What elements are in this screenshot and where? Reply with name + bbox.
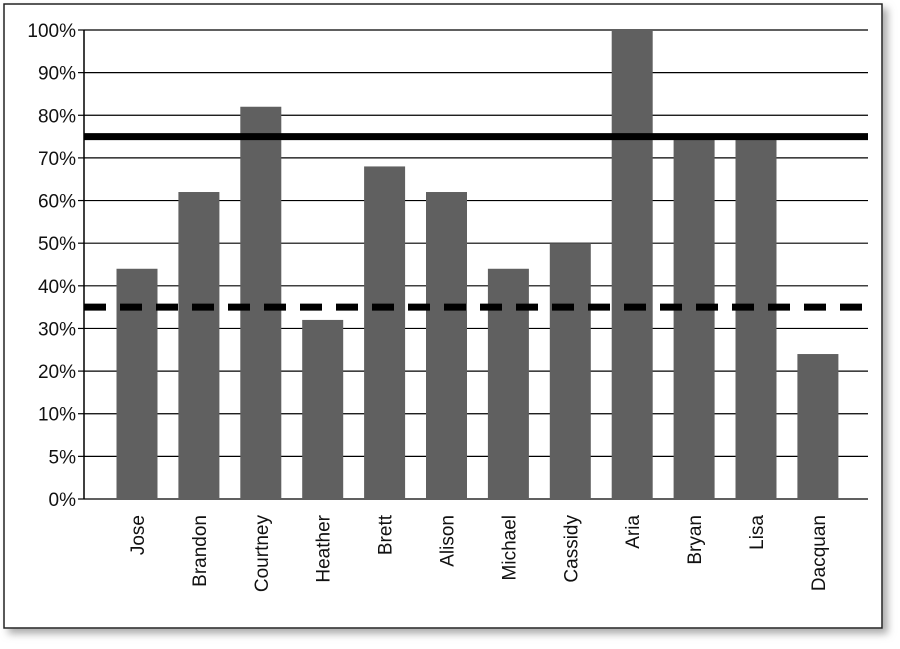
bar <box>178 192 220 499</box>
y-tick-label: 50% <box>38 234 76 255</box>
y-tick-label: 10% <box>38 405 76 426</box>
y-tick-label: 20% <box>38 362 76 383</box>
bar <box>426 192 467 499</box>
y-tick-label: 0% <box>49 490 77 511</box>
x-tick-label: Brett <box>376 514 397 555</box>
y-tick-label: 40% <box>38 277 76 298</box>
x-tick-label: Jose <box>128 515 149 555</box>
x-tick-label: Cassidy <box>561 515 582 583</box>
bar <box>487 268 529 499</box>
x-tick-label: Heather <box>314 514 335 582</box>
x-tick-label: Brandon <box>190 515 211 587</box>
plot-area: 0% 5% 10% 20% 30% 40% 50% 60% 70% 80% 90% 100% Jose B… <box>27 21 868 592</box>
y-tick-label: 80% <box>38 106 76 127</box>
x-tick-label: Courtney <box>252 515 273 593</box>
bar <box>240 106 282 499</box>
y-tick-label: 5% <box>49 447 77 468</box>
x-tick-label: Lisa <box>747 515 768 550</box>
x-tick-label: Aria <box>623 515 644 549</box>
y-tick-label: 30% <box>38 319 76 340</box>
y-tick-label: 90% <box>38 64 76 85</box>
y-tick-label: 100% <box>27 21 76 42</box>
bar <box>611 30 653 499</box>
bar <box>797 354 839 499</box>
bar <box>302 319 344 499</box>
bar <box>673 136 715 499</box>
y-tick-label: 70% <box>38 149 76 170</box>
bar <box>364 166 406 499</box>
x-tick-label: Bryan <box>685 515 706 565</box>
x-tick-label: Alison <box>438 515 459 567</box>
y-tick-label: 60% <box>38 192 76 213</box>
x-tick-label: Michael <box>499 515 520 580</box>
bar <box>549 243 591 499</box>
bar <box>735 136 777 499</box>
x-tick-label: Dacquan <box>809 515 830 591</box>
bar <box>116 268 158 499</box>
